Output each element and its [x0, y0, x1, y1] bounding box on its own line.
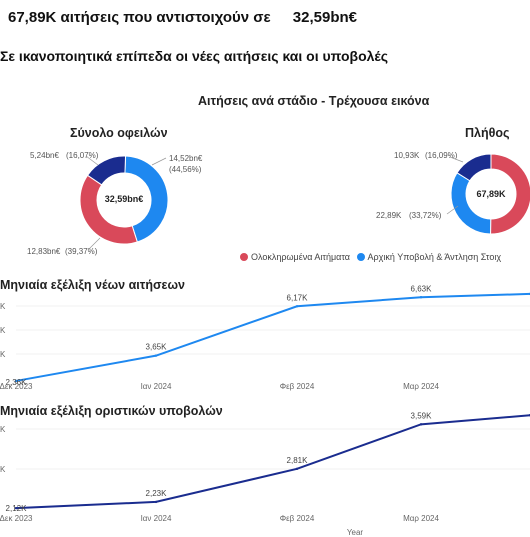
line1-data-label-3: 6,63K: [411, 284, 433, 293]
donut2-slice-0[interactable]: [490, 153, 530, 235]
line1-point-3[interactable]: [419, 296, 423, 299]
line1-title: Μηνιαία εξέλιξη νέων αιτήσεων: [0, 278, 185, 292]
line2-data-label-0: 2,12K: [6, 504, 28, 513]
line2-xtick-1: Ιαν 2024: [141, 514, 172, 523]
line1-point-0[interactable]: [14, 379, 18, 383]
line1-xtick-3: Μαρ 2024: [403, 382, 439, 391]
line2-axis-ticks: K K: [0, 425, 6, 474]
line2-xlabel: Year: [347, 528, 364, 537]
legend-item-initial[interactable]: Αρχική Υποβολή & Άντληση Στοιχ: [356, 252, 502, 262]
donut1-label-slice1-value: 12,83bn€: [27, 247, 61, 256]
line-chart-final-submissions: 2,12K 2,23K 2,81K 3,59K Δεκ 2023 Ιαν 2024 Φεβ …: [0, 411, 530, 523]
line1-data-label-0: 2,36K: [6, 378, 28, 387]
donut1-slice-2[interactable]: [86, 155, 127, 186]
headline-amount: 32,59bn€: [292, 9, 357, 26]
line2-xtick-3: Μαρ 2024: [403, 514, 439, 523]
donut-legend: Ολοκληρωμένα Αιτήματα Αρχική Υποβολή & Ά…: [240, 252, 505, 262]
donut1-label-slice0-pct: (44,56%): [169, 165, 202, 174]
subheadline: Σε ικανοποιητικά επίπεδα οι νέες αιτήσει…: [0, 48, 389, 64]
stage-panel-title: Αιτήσεις ανά στάδιο - Τρέχουσα εικόνα: [198, 94, 430, 108]
donut1-label-slice2-pct: (16,07%): [66, 151, 99, 160]
line1-point-1[interactable]: [154, 354, 158, 357]
headline: 67,89K αιτήσεις που αντιστοιχούν σε 32,5…: [8, 9, 357, 26]
line2-data-label-3: 3,59K: [411, 411, 433, 420]
donut2-label-slice1-pct: (33,72%): [409, 211, 442, 220]
line2-point-0[interactable]: [14, 506, 18, 510]
line1-axis-ticks: K K K: [0, 302, 6, 359]
headline-count: 67,89K: [8, 9, 57, 26]
donut1-title: Σύνολο οφειλών: [70, 126, 168, 140]
line1-ytick-3: K: [0, 350, 6, 359]
donut-chart-total-debt: [79, 155, 169, 245]
line1-xtick-1: Ιαν 2024: [141, 382, 172, 391]
donut2-label-slice1-value: 22,89K: [376, 211, 402, 220]
line2-xtick-2: Φεβ 2024: [280, 514, 315, 523]
line2-title: Μηνιαία εξέλιξη οριστικών υποβολών: [0, 404, 223, 418]
line1-data-label-2: 6,17K: [287, 293, 309, 302]
donut2-slice-1[interactable]: [450, 172, 492, 235]
line1-xtick-0: Δεκ 2023: [0, 382, 33, 391]
legend-dot-completed: [240, 253, 248, 261]
headline-text: αιτήσεις που αντιστοιχούν σε: [60, 9, 271, 26]
line2-point-3[interactable]: [419, 423, 423, 426]
donut1-center-label: 32,59bn€: [105, 194, 144, 204]
donut2-center-label: 67,89K: [476, 189, 506, 199]
line2-ytick-2: K: [0, 465, 6, 474]
line1-xtick-2: Φεβ 2024: [280, 382, 315, 391]
line2-xtick-0: Δεκ 2023: [0, 514, 33, 523]
line2-data-label-1: 2,23K: [146, 489, 168, 498]
line1-data-label-1: 3,65K: [146, 343, 168, 352]
donut2-slice-2[interactable]: [456, 153, 492, 182]
legend-item-completed[interactable]: Ολοκληρωμένα Αιτήματα: [240, 252, 350, 262]
line1-series-line[interactable]: [15, 292, 530, 382]
donut2-label-slice2-pct: (16,09%): [425, 151, 458, 160]
legend-dot-initial: [356, 253, 365, 261]
donut1-slice-1[interactable]: [79, 174, 138, 245]
donut1-label-slice1-pct: (39,37%): [65, 247, 98, 256]
legend-label-completed: Ολοκληρωμένα Αιτήματα: [251, 252, 351, 262]
donut1-label-slice0-value: 14,52bn€: [169, 154, 203, 163]
line1-ytick-1: K: [0, 302, 6, 311]
line2-data-label-2: 2,81K: [287, 456, 309, 465]
line1-ytick-2: K: [0, 326, 6, 335]
line2-ytick-1: K: [0, 425, 6, 434]
line-chart-new-applications: 2,36K 3,65K 6,17K 6,63K Δεκ 2023 Ιαν 2024 Φεβ …: [0, 284, 530, 391]
donut2-title: Πλήθος: [465, 126, 510, 140]
donut1-slice-0[interactable]: [124, 155, 169, 243]
donut2-label-slice2-value: 10,93K: [394, 151, 420, 160]
line2-point-2[interactable]: [295, 467, 299, 471]
donut-chart-count: [450, 153, 530, 235]
donut1-label-slice2-value: 5,24bn€: [30, 151, 59, 160]
legend-label-initial: Αρχική Υποβολή & Άντληση Στοιχ: [367, 252, 502, 262]
line1-point-2[interactable]: [295, 305, 299, 308]
line2-point-1[interactable]: [154, 500, 158, 504]
